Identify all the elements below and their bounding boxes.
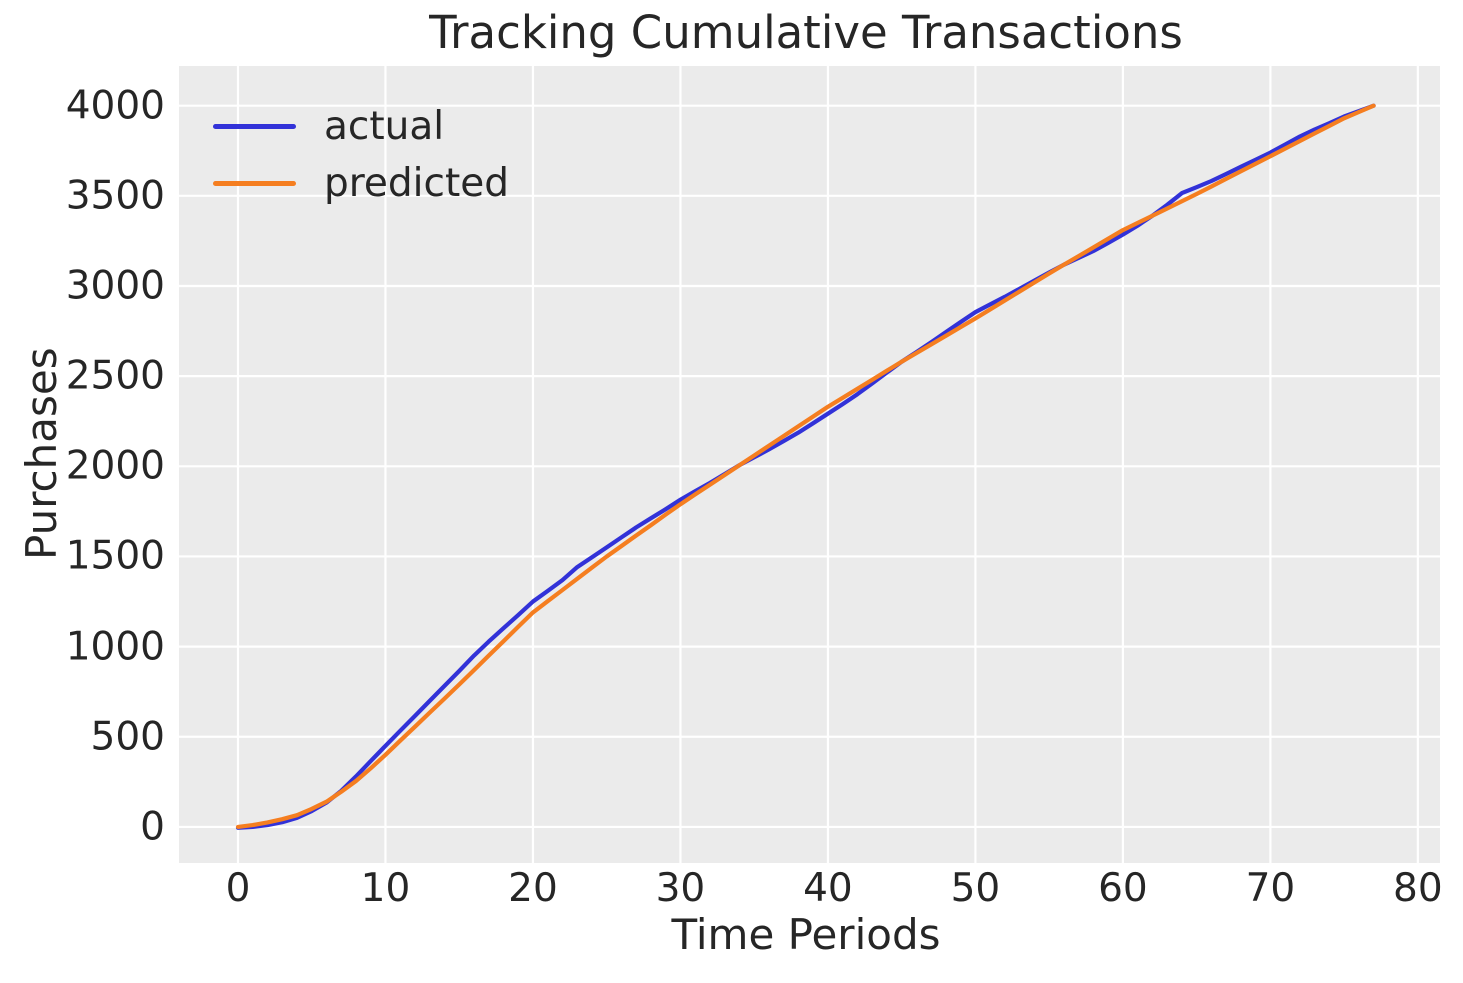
y-tick-label: 0 xyxy=(140,804,165,850)
plot-area xyxy=(179,66,1440,863)
predicted-line-swatch xyxy=(213,181,296,186)
legend-entry-predicted: predicted xyxy=(213,155,509,212)
x-tick-label: 60 xyxy=(1098,866,1148,911)
legend-entry-actual: actual xyxy=(213,98,509,155)
predicted-line xyxy=(235,103,1376,830)
y-tick-label: 1000 xyxy=(65,624,165,670)
x-tick-label: 40 xyxy=(803,866,853,911)
gridlines xyxy=(179,66,1440,863)
y-tick-label: 2500 xyxy=(65,353,165,399)
y-axis-label: Purchases xyxy=(17,347,66,560)
x-tick-label: 30 xyxy=(655,866,706,911)
chart-title: Tracking Cumulative Transactions xyxy=(429,6,1183,59)
actual-line-swatch xyxy=(213,124,296,129)
y-tick-label: 1500 xyxy=(65,533,165,579)
y-tick-label: 3500 xyxy=(65,173,165,219)
legend-label-actual: actual xyxy=(324,104,445,149)
y-tick-label: 2000 xyxy=(65,443,165,489)
actual-line xyxy=(235,103,1376,830)
y-tick-label: 4000 xyxy=(65,83,165,129)
x-tick-label: 70 xyxy=(1245,866,1296,911)
x-tick-label: 20 xyxy=(508,866,558,911)
x-axis-label: Time Periods xyxy=(671,910,941,959)
x-tick-label: 50 xyxy=(950,866,1001,911)
x-tick-label: 0 xyxy=(225,866,251,911)
legend-label-predicted: predicted xyxy=(324,161,510,206)
y-tick-label: 3000 xyxy=(65,263,165,309)
legend: actual predicted xyxy=(213,98,509,212)
x-tick-label: 80 xyxy=(1393,866,1443,911)
y-tick-label: 500 xyxy=(90,714,165,760)
x-tick-label: 10 xyxy=(360,866,411,911)
